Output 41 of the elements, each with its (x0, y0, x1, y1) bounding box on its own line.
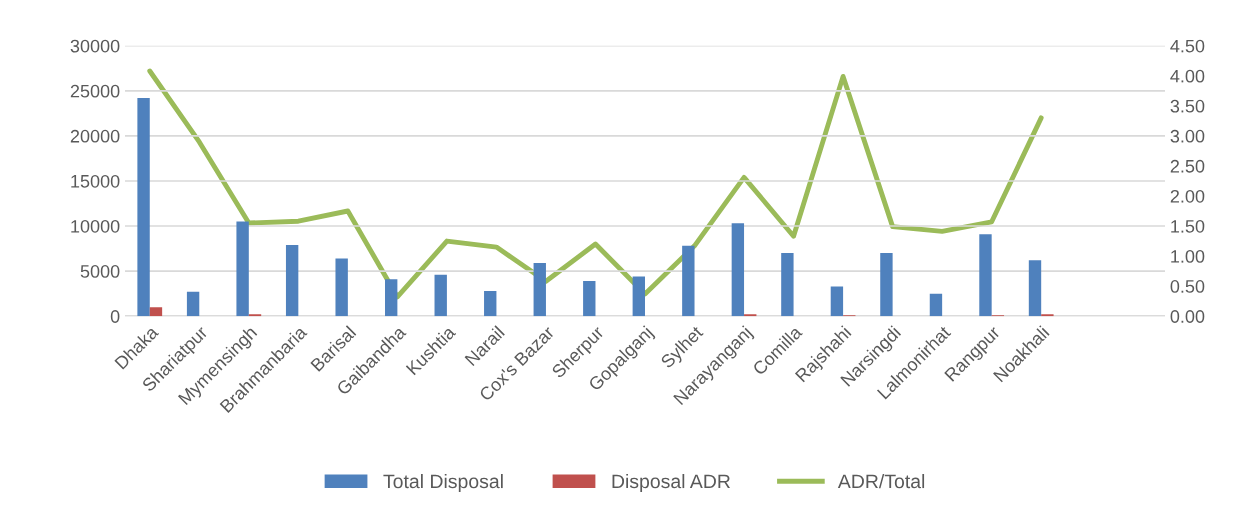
y2-tick-label: 1.00 (1171, 250, 1205, 263)
y2-tick-label: 4.00 (1170, 69, 1205, 83)
line-series (147, 68, 1044, 300)
bar (484, 290, 497, 317)
bar (285, 244, 299, 317)
bar (632, 276, 645, 317)
y-tick-label: 20000 (70, 129, 120, 143)
legend-label: ADR/Total (837, 473, 925, 489)
bar (533, 262, 546, 317)
bar (682, 245, 695, 317)
y2-tick-label: 1.50 (1171, 219, 1205, 233)
bar (929, 293, 943, 317)
y2-tick-label: 3.00 (1170, 129, 1205, 143)
bar (781, 253, 794, 317)
bar (335, 258, 348, 317)
y2-tick-label: 0.00 (1170, 310, 1205, 323)
bar (149, 307, 163, 317)
y2-tick-label: 2.50 (1170, 159, 1205, 173)
legend-label: Total Disposal (383, 473, 503, 493)
bar (137, 98, 150, 317)
y-tick-label: 5000 (80, 265, 120, 278)
bar (830, 286, 844, 317)
y-tick-label: 10000 (71, 219, 120, 233)
y2-tick-label: 2.00 (1170, 189, 1205, 203)
bar (434, 274, 447, 317)
legend-label: Disposal ADR (612, 473, 730, 493)
y2-tick-label: 0.50 (1170, 280, 1205, 293)
y-tick-label: 25000 (70, 84, 120, 98)
y-tick-label: 0 (110, 310, 120, 323)
bar (236, 221, 249, 317)
bar (583, 281, 596, 317)
bar (1028, 260, 1042, 317)
bar (385, 279, 398, 317)
bar (880, 253, 893, 317)
y2-tick-label: 3.50 (1170, 99, 1205, 113)
y-tick-label: 15000 (71, 174, 120, 188)
bar (186, 291, 200, 317)
bar (731, 223, 745, 317)
bar (979, 234, 992, 317)
y-tick-label: 30000 (70, 39, 120, 53)
y2-tick-label: 4.50 (1170, 39, 1205, 53)
